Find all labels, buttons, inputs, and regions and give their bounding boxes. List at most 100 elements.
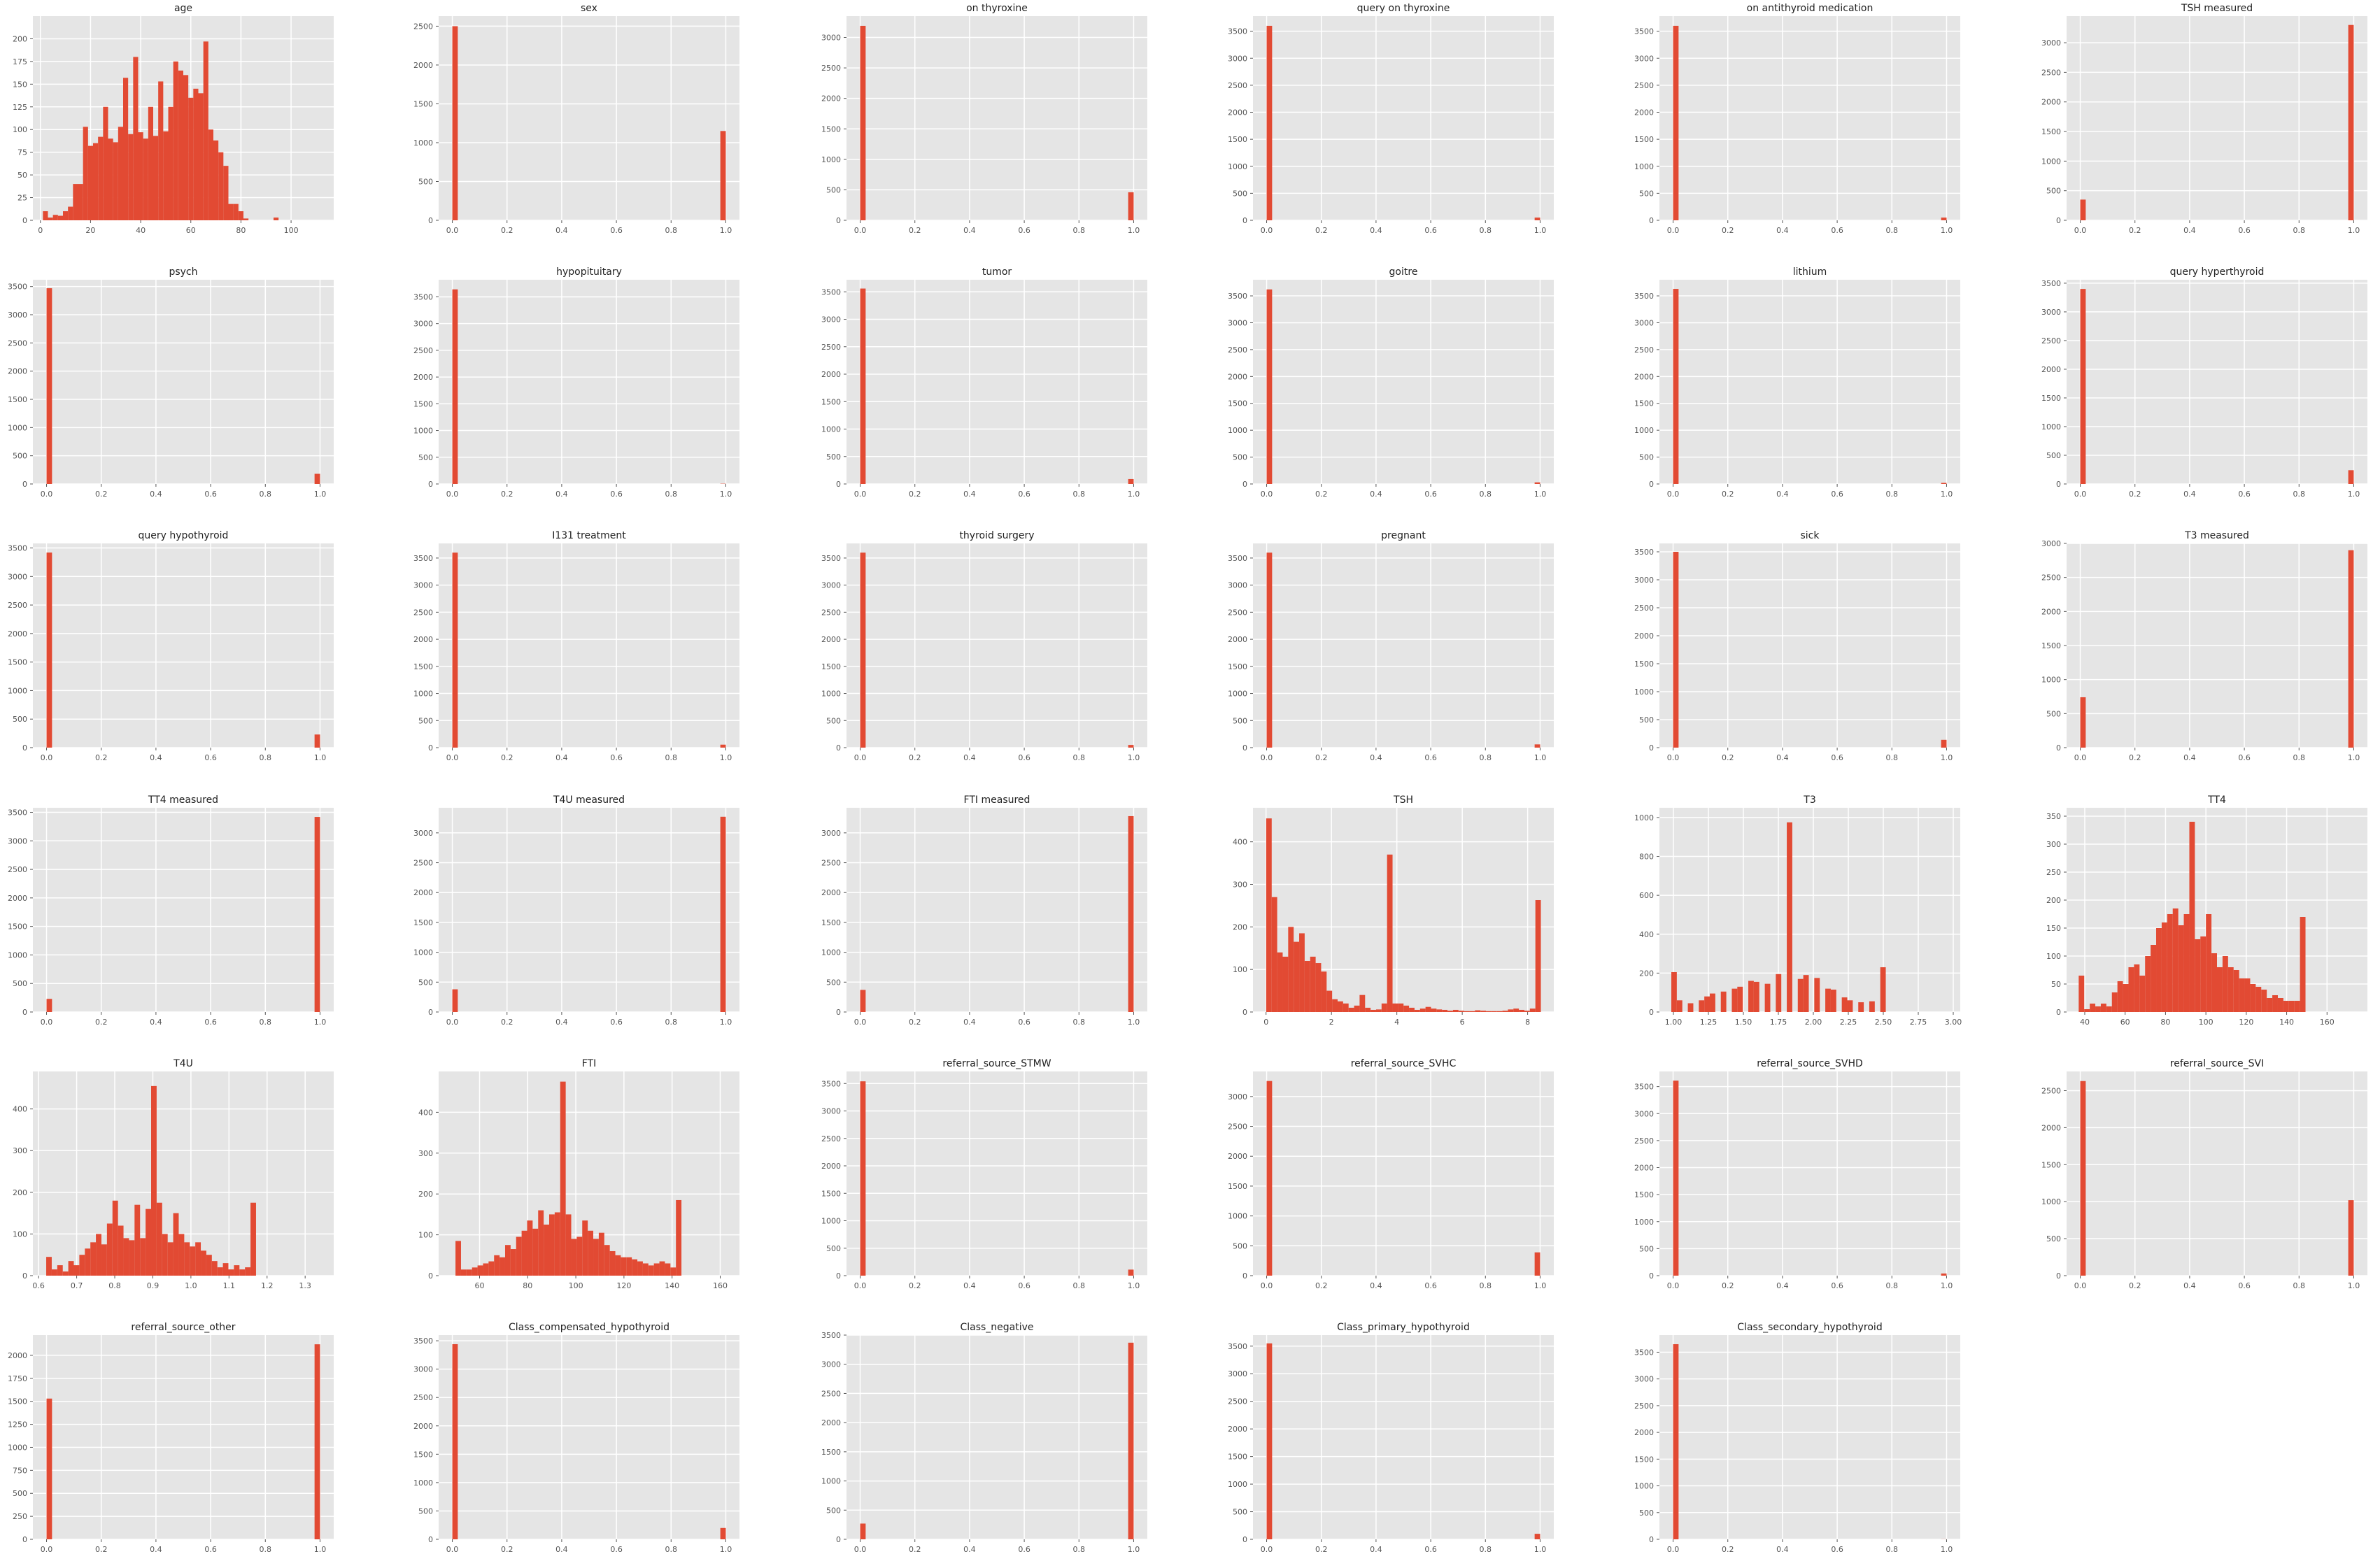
y-tick-label: 3000 bbox=[821, 581, 841, 590]
x-tick-label: 1.0 bbox=[720, 1545, 732, 1554]
histogram-bar bbox=[1409, 1007, 1415, 1012]
histogram-bar bbox=[2348, 1200, 2354, 1276]
histogram-bar bbox=[1398, 1003, 1404, 1012]
histogram-bar bbox=[1442, 1009, 1448, 1012]
x-tick-label: 1.0 bbox=[314, 753, 327, 762]
histogram-bar bbox=[1414, 1009, 1420, 1012]
histogram-panel: 0 500 1000 1500 2000 2500 3000 3500 0.0 0.2 0.4 0.6… bbox=[8, 794, 334, 1027]
histogram-bar bbox=[1502, 1011, 1508, 1012]
histogram-bar bbox=[2348, 550, 2354, 748]
x-tick-label: 0.4 bbox=[555, 1018, 568, 1027]
y-tick-label: 2000 bbox=[1228, 108, 1247, 117]
x-tick-label: 0.6 bbox=[1018, 1018, 1030, 1027]
plot-area bbox=[33, 543, 334, 748]
x-tick-label: 120 bbox=[616, 1281, 631, 1290]
chart-title: Class_negative bbox=[960, 1322, 1033, 1333]
y-tick-label: 500 bbox=[1233, 1508, 1247, 1517]
x-tick-label: 1.0 bbox=[1534, 753, 1547, 762]
histogram-bar bbox=[1128, 192, 1134, 220]
y-tick-label: 3500 bbox=[413, 554, 433, 563]
y-tick-label: 25 bbox=[17, 194, 27, 203]
x-tick-label: 1.0 bbox=[720, 1018, 732, 1027]
y-tick-label: 3500 bbox=[821, 1331, 841, 1340]
histogram-panel: 0 500 1000 1500 2000 2500 3000 3500 0.0 0.2 0.4 0.6… bbox=[821, 266, 1147, 499]
y-tick-label: 0 bbox=[1649, 216, 1654, 225]
y-tick-label: 50 bbox=[2051, 980, 2061, 989]
y-tick-label: 2000 bbox=[413, 373, 433, 382]
y-tick-label: 0 bbox=[22, 743, 27, 753]
y-tick-label: 2500 bbox=[8, 601, 27, 610]
x-tick-label: 1.0 bbox=[1128, 1018, 1140, 1027]
histogram-bar bbox=[452, 553, 458, 748]
x-tick-label: 0.0 bbox=[41, 1018, 53, 1027]
y-tick-label: 2000 bbox=[821, 888, 841, 897]
histogram-bar bbox=[472, 1267, 478, 1276]
x-tick-label: 0.8 bbox=[108, 1281, 121, 1290]
x-tick-label: 0.8 bbox=[1073, 753, 1086, 762]
histogram-panel: 0 500 1000 1500 2000 2500 3000 3500 0.0 0.2 0.4 0.6… bbox=[1634, 1058, 1960, 1290]
y-tick-label: 1000 bbox=[1634, 1482, 1654, 1491]
histogram-bar bbox=[1266, 1343, 1273, 1539]
y-tick-label: 1500 bbox=[2041, 641, 2061, 650]
y-tick-label: 2000 bbox=[821, 1162, 841, 1171]
y-tick-label: 2500 bbox=[821, 64, 841, 73]
histogram-bar bbox=[560, 1081, 566, 1276]
x-tick-label: 1.0 bbox=[1941, 490, 1953, 499]
histogram-bar bbox=[455, 1241, 461, 1276]
x-tick-label: 0.0 bbox=[854, 1018, 867, 1027]
histogram-panel: 0 500 1000 1500 2000 2500 3000 3500 0.0 0.2 0.4 0.6… bbox=[8, 266, 334, 499]
y-tick-label: 2500 bbox=[1634, 604, 1654, 613]
y-tick-label: 100 bbox=[1233, 965, 1247, 974]
histogram-bar bbox=[1266, 289, 1273, 484]
histogram-bar bbox=[73, 1265, 80, 1276]
x-tick-label: 0.6 bbox=[2238, 753, 2251, 762]
histogram-bar bbox=[1797, 978, 1804, 1012]
histogram-bar bbox=[1419, 1008, 1426, 1012]
y-tick-label: 500 bbox=[1639, 1244, 1654, 1253]
histogram-bar bbox=[167, 1242, 173, 1276]
y-tick-label: 1000 bbox=[8, 950, 27, 960]
x-tick-label: 0.8 bbox=[260, 1018, 272, 1027]
histogram-bar bbox=[156, 1202, 162, 1276]
x-tick-label: 0.0 bbox=[1261, 1545, 1273, 1554]
plot-area bbox=[1659, 16, 1960, 220]
x-tick-label: 0.6 bbox=[610, 1018, 623, 1027]
x-tick-label: 140 bbox=[2279, 1018, 2294, 1027]
x-tick-label: 0.0 bbox=[446, 490, 459, 499]
y-tick-label: 1500 bbox=[2041, 1160, 2061, 1169]
x-tick-label: 0.0 bbox=[41, 1545, 53, 1554]
y-tick-label: 1000 bbox=[821, 948, 841, 957]
y-tick-label: 200 bbox=[418, 1190, 433, 1199]
histogram-bar bbox=[1673, 289, 1679, 484]
x-tick-label: 0.2 bbox=[501, 1018, 513, 1027]
histogram-panel: 0 500 1000 1500 2000 2500 3000 0.0 0.2 0.4 0.6 0.8 1… bbox=[2041, 530, 2367, 762]
histogram-bar bbox=[676, 1199, 682, 1276]
histogram-bar bbox=[1128, 815, 1134, 1012]
histogram-bar bbox=[2183, 914, 2190, 1012]
histogram-bar bbox=[494, 1255, 500, 1276]
chart-title: Class_compensated_hypothyroid bbox=[509, 1322, 670, 1333]
histogram-bar bbox=[1315, 963, 1322, 1012]
chart-title: TSH bbox=[1393, 794, 1413, 806]
x-tick-label: 0.4 bbox=[1370, 1281, 1382, 1290]
x-tick-label: 0.2 bbox=[909, 1545, 921, 1554]
x-tick-label: 0.0 bbox=[854, 490, 867, 499]
x-tick-label: 0.6 bbox=[1424, 490, 1437, 499]
plot-area bbox=[33, 280, 334, 484]
histogram-bar bbox=[101, 1244, 107, 1276]
y-tick-label: 500 bbox=[418, 716, 433, 725]
y-tick-label: 300 bbox=[13, 1146, 27, 1155]
y-tick-label: 0 bbox=[2056, 216, 2061, 225]
x-tick-label: 0.2 bbox=[1315, 490, 1328, 499]
histogram-bar bbox=[140, 1238, 146, 1276]
y-tick-label: 1500 bbox=[413, 662, 433, 671]
plot-area bbox=[439, 280, 739, 484]
y-tick-label: 500 bbox=[826, 1506, 841, 1515]
x-tick-label: 0.4 bbox=[963, 753, 976, 762]
y-tick-label: 600 bbox=[1639, 891, 1654, 900]
histogram-bar bbox=[98, 136, 104, 220]
y-tick-label: 3000 bbox=[413, 320, 433, 329]
x-tick-label: 0.4 bbox=[1776, 753, 1789, 762]
histogram-bar bbox=[1343, 1003, 1349, 1012]
x-tick-label: 1.0 bbox=[2348, 1281, 2360, 1290]
